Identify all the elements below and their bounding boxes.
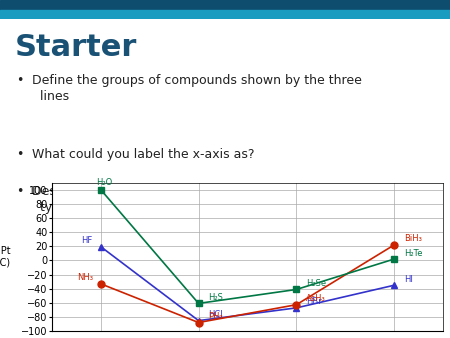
Text: HF: HF: [81, 236, 93, 245]
Text: AsH₃: AsH₃: [306, 294, 326, 303]
Text: •: •: [16, 148, 23, 161]
Text: PH₃: PH₃: [208, 312, 223, 321]
Text: HBr: HBr: [306, 297, 322, 307]
Text: •: •: [16, 185, 23, 198]
Text: Define the groups of compounds shown by the three
  lines: Define the groups of compounds shown by …: [32, 74, 361, 103]
Text: BiH₃: BiH₃: [404, 235, 422, 243]
Text: HI: HI: [404, 275, 413, 284]
Text: H₂O: H₂O: [96, 178, 112, 188]
Text: Describe the pattern shown in the three lines and what
  types of bonding are pr: Describe the pattern shown in the three …: [32, 185, 378, 214]
Text: H₂Te: H₂Te: [404, 248, 423, 258]
Text: Starter: Starter: [14, 33, 137, 62]
Text: NH₃: NH₃: [77, 273, 93, 282]
Text: B.Pt
(°C): B.Pt (°C): [0, 246, 11, 268]
Bar: [0, 0, 450, 10]
Text: H₂S: H₂S: [208, 293, 223, 302]
Text: HCl: HCl: [208, 310, 223, 319]
Text: What could you label the x-axis as?: What could you label the x-axis as?: [32, 148, 254, 161]
Text: •: •: [16, 74, 23, 88]
Text: H₂Se: H₂Se: [306, 279, 326, 288]
Bar: [0, 10, 450, 19]
